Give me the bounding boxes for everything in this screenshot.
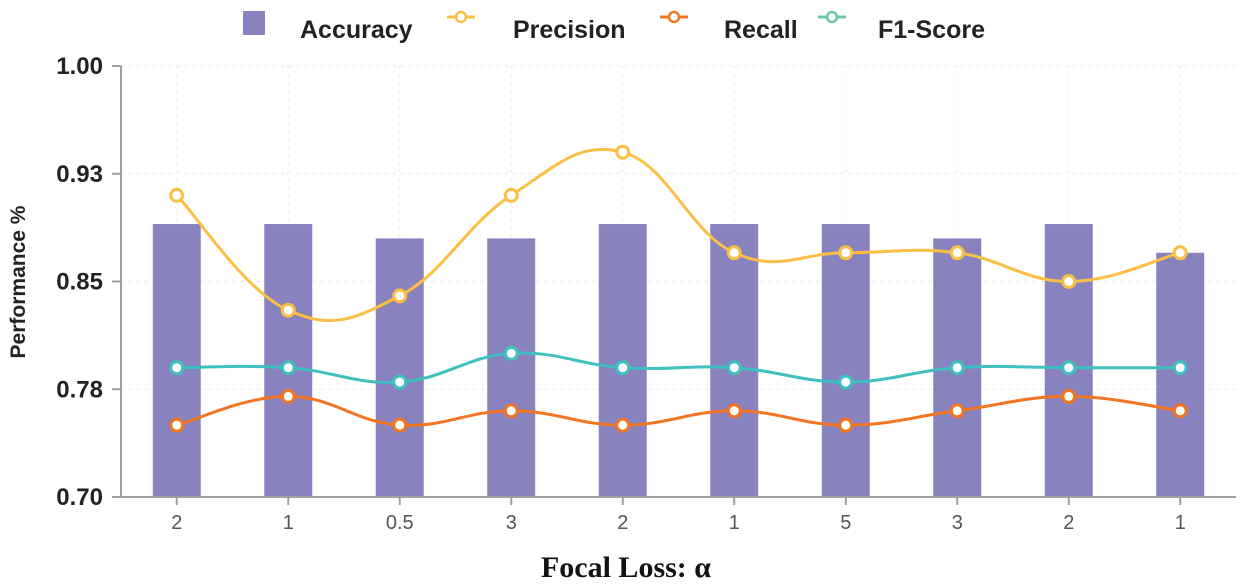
y-tick-label: 1.00 (56, 53, 103, 80)
point-f1-score (392, 374, 408, 390)
legend-marker (454, 10, 468, 24)
point-precision (392, 288, 408, 304)
point-recall (949, 403, 965, 419)
x-axis-label: Focal Loss: α (541, 551, 711, 584)
bar-accuracy (821, 224, 870, 498)
point-recall (503, 403, 519, 419)
point-f1-score (169, 360, 185, 376)
point-f1-score (503, 345, 519, 361)
y-tick-label: 0.85 (56, 269, 103, 296)
x-tick-label: 2 (617, 512, 628, 534)
y-tick-label: 0.70 (56, 484, 103, 511)
x-tick-label: 1 (283, 512, 294, 534)
point-f1-score (1172, 360, 1188, 376)
point-precision (169, 187, 185, 203)
point-f1-score (1061, 360, 1077, 376)
y-ticks: 0.70 0.78 0.85 0.93 1.00 (56, 53, 121, 511)
point-recall (169, 417, 185, 433)
legend-item-f1-score: F1-Score (818, 10, 985, 44)
x-tick-label: 0.5 (386, 512, 414, 534)
line-recall (176, 394, 1181, 427)
legend-item-recall: Recall (660, 10, 798, 44)
x-tick-label: 1 (729, 512, 740, 534)
bar-accuracy (375, 238, 424, 497)
legend-label: Recall (724, 16, 798, 44)
point-recall (615, 417, 631, 433)
line-precision (175, 147, 1181, 323)
point-precision (1061, 274, 1077, 289)
point-f1-score (726, 360, 742, 376)
x-tick-label: 5 (840, 512, 851, 534)
legend-swatch (243, 11, 265, 35)
legend-label: Accuracy (300, 16, 413, 44)
bar-accuracy (487, 238, 536, 497)
x-tick-label: 1 (1175, 512, 1186, 534)
legend-item-accuracy: Accuracy (243, 11, 413, 44)
point-f1-score (838, 374, 854, 390)
point-f1-score (949, 360, 965, 376)
legend-label: F1-Score (878, 16, 985, 44)
x-tick-label: 2 (171, 512, 182, 534)
point-precision (949, 245, 965, 261)
point-precision (503, 187, 519, 203)
legend-marker (825, 10, 839, 24)
x-tick-label: 3 (506, 512, 517, 534)
point-precision (838, 245, 854, 261)
x-ticks: 2 1 0.5 3 2 1 5 3 2 1 (171, 497, 1186, 534)
point-precision (615, 144, 631, 160)
point-precision (1172, 245, 1188, 261)
series-lines (169, 144, 1188, 433)
point-precision (280, 302, 296, 318)
legend-item-precision: Precision (447, 10, 626, 44)
point-recall (838, 417, 854, 433)
point-recall (280, 388, 296, 404)
y-axis-label: Performance % (7, 205, 30, 358)
line-f1-score (176, 351, 1181, 384)
x-tick-label: 2 (1063, 512, 1074, 534)
legend-marker (667, 10, 681, 24)
point-recall (1172, 403, 1188, 419)
point-recall (1061, 388, 1077, 404)
point-f1-score (280, 360, 296, 376)
point-f1-score (615, 360, 631, 376)
legend-label: Precision (513, 16, 626, 44)
x-tick-label: 3 (952, 512, 963, 534)
point-recall (726, 403, 742, 419)
point-precision (726, 245, 742, 261)
legend: Accuracy Precision Recall F1-Score (243, 10, 985, 44)
bars (152, 224, 1205, 498)
y-tick-label: 0.93 (56, 161, 103, 188)
y-tick-label: 0.78 (56, 376, 103, 403)
point-recall (392, 417, 408, 433)
